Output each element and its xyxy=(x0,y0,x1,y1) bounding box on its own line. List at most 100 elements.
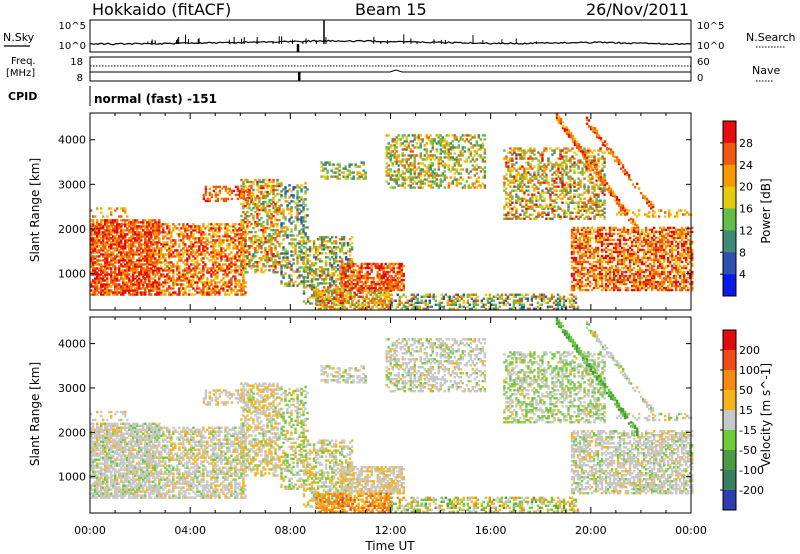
power-cell xyxy=(244,220,247,224)
power-cell xyxy=(170,287,173,290)
power-cell xyxy=(94,287,97,290)
power-cell xyxy=(202,271,205,274)
power-cell xyxy=(122,261,125,264)
power-cell xyxy=(244,212,247,216)
power-cell xyxy=(430,305,433,308)
power-cell xyxy=(120,229,123,232)
power-cell xyxy=(214,193,218,197)
power-cell xyxy=(192,223,195,226)
power-cell xyxy=(108,249,111,252)
power-cell xyxy=(96,239,99,242)
power-cell xyxy=(252,242,255,246)
power-cell xyxy=(158,293,161,296)
power-cell xyxy=(298,274,301,277)
power-cell xyxy=(134,267,137,270)
freq-spike xyxy=(298,72,301,81)
radar-title: Hokkaido (fitACF) xyxy=(92,0,231,19)
power-cell xyxy=(144,257,147,260)
power-cell xyxy=(270,224,273,228)
power-cell xyxy=(240,246,243,250)
power-cell xyxy=(146,231,149,234)
power-cell xyxy=(106,293,109,296)
power-cell xyxy=(298,250,301,253)
power-cell xyxy=(108,253,111,256)
power-cell xyxy=(90,265,93,268)
power-cell xyxy=(300,198,303,201)
power-cell xyxy=(270,236,273,240)
power-cell xyxy=(108,283,111,286)
power-cell xyxy=(96,277,99,280)
power-cell xyxy=(208,287,211,290)
power-cell xyxy=(92,247,95,250)
power-cell xyxy=(96,259,99,262)
power-cell xyxy=(222,255,225,258)
power-cell xyxy=(256,234,259,238)
power-cell xyxy=(172,269,175,272)
power-cell xyxy=(160,265,163,268)
power-cell xyxy=(158,291,161,294)
power-cell xyxy=(238,249,241,252)
power-cell xyxy=(96,283,99,286)
power-cell xyxy=(264,259,267,262)
power-cell xyxy=(148,257,151,260)
power-cell xyxy=(260,192,263,196)
power-cell xyxy=(234,247,237,250)
power-cell xyxy=(100,211,103,214)
power-cell xyxy=(224,291,227,294)
power-cell xyxy=(150,221,153,224)
power-cell xyxy=(150,285,153,288)
power-cell xyxy=(296,284,299,287)
power-cell xyxy=(234,185,238,189)
power-cell xyxy=(296,192,299,195)
power-cell xyxy=(178,269,181,272)
power-cell xyxy=(242,265,245,268)
power-cell xyxy=(100,273,103,276)
power-cell xyxy=(290,264,293,267)
power-cell xyxy=(240,271,243,274)
power-cell xyxy=(242,287,245,290)
power-cell xyxy=(266,240,269,244)
power-cell xyxy=(224,227,227,230)
power-cell xyxy=(270,265,273,268)
power-cell xyxy=(228,285,231,288)
power-cell xyxy=(180,275,183,278)
power-cell xyxy=(224,223,227,226)
power-cell xyxy=(108,239,111,242)
power-cell xyxy=(240,289,243,292)
power-cell xyxy=(254,202,257,206)
power-cell xyxy=(184,293,187,296)
power-cell xyxy=(240,291,243,294)
power-cell xyxy=(242,195,246,199)
power-cell xyxy=(132,245,135,248)
power-cell xyxy=(463,184,467,187)
power-cell xyxy=(146,247,149,250)
power-cell xyxy=(90,259,93,262)
power-cell xyxy=(278,261,281,264)
power-cell xyxy=(138,279,141,282)
power-cell xyxy=(324,260,328,263)
power-cell xyxy=(220,257,223,260)
power-cell xyxy=(242,180,245,184)
power-cell xyxy=(206,293,209,296)
power-cell xyxy=(234,243,237,246)
power-cell xyxy=(194,271,197,274)
power-cell xyxy=(208,193,212,197)
power-cell xyxy=(236,251,239,254)
power-cell xyxy=(112,253,115,256)
power-cell xyxy=(300,190,303,193)
power-cell xyxy=(126,229,129,232)
power-cell xyxy=(290,228,293,231)
power-cell xyxy=(180,233,183,236)
power-cell xyxy=(168,255,171,258)
power-cell xyxy=(228,235,231,238)
power-cell xyxy=(194,261,197,264)
power-cell xyxy=(90,229,93,232)
power-cell xyxy=(224,187,228,191)
power-cell xyxy=(114,227,117,230)
power-cell xyxy=(220,251,223,254)
power-cell xyxy=(96,267,99,270)
power-cell xyxy=(166,223,169,226)
power-cell xyxy=(128,257,131,260)
power-cell xyxy=(282,214,285,217)
power-cell xyxy=(100,291,103,294)
